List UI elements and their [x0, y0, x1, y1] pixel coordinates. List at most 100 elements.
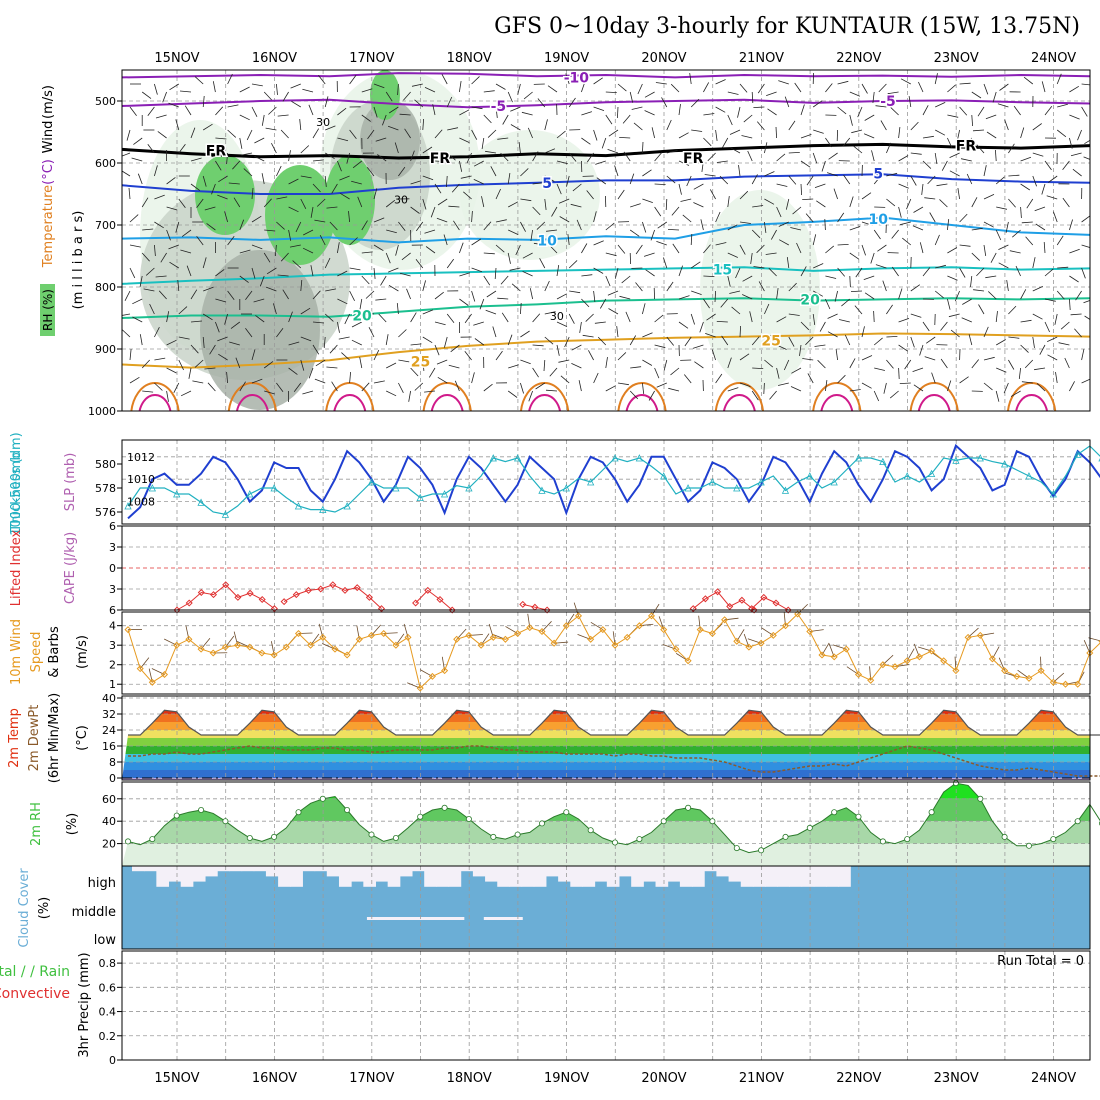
- wind-barb: [551, 206, 558, 217]
- wind-barb: [535, 382, 546, 390]
- wind-barb: [530, 229, 533, 241]
- wind-barb: [934, 73, 938, 85]
- wind-barb: [841, 298, 851, 307]
- temp-band: [122, 770, 1090, 778]
- cloud-high-gap: [765, 866, 778, 887]
- wind-barb: [1069, 219, 1073, 231]
- wind-barb: [388, 106, 399, 114]
- wind-barb: [939, 199, 948, 208]
- wind-barb: [190, 344, 199, 354]
- bottom-date-label: 17NOV: [349, 1071, 394, 1086]
- wind-barb: [544, 198, 547, 210]
- lifted-index-marker: [714, 588, 722, 596]
- wind-barb: [558, 198, 570, 204]
- wind-barb: [361, 251, 373, 254]
- rh-marker: [904, 836, 911, 843]
- rh-marker: [855, 813, 862, 820]
- wind-barb: [654, 344, 666, 349]
- wind-barb: [166, 206, 178, 211]
- wind-barb: [375, 137, 387, 142]
- wind-barb: [202, 257, 207, 269]
- wind-barb: [560, 375, 570, 384]
- wind-barb: [790, 227, 802, 231]
- wind-barb: [643, 252, 655, 257]
- rh-marker: [125, 838, 132, 845]
- wind-barb: [721, 335, 729, 346]
- wind-barb: [595, 160, 606, 165]
- isotherm-loop: [909, 382, 959, 411]
- rh-marker: [1074, 818, 1081, 825]
- wind-barb: [346, 152, 350, 164]
- wind-barb: [1041, 81, 1046, 93]
- wind-barb: [202, 123, 213, 131]
- wind-barb: [339, 192, 350, 200]
- wind-barb: [428, 367, 436, 378]
- wind-barb: [854, 305, 863, 315]
- wind-barb: [471, 238, 482, 246]
- cloud-high-gap: [716, 866, 730, 877]
- wind-speed-marker: [1001, 667, 1009, 675]
- wind-speed-marker: [355, 635, 363, 643]
- wind-barb: [422, 309, 434, 315]
- cloud-high-gap: [168, 866, 182, 882]
- wind-barb: [556, 293, 567, 300]
- wind-barb: [316, 198, 326, 207]
- wind-barb: [314, 378, 326, 384]
- wind-barb: [581, 274, 593, 277]
- wind-barb: [324, 257, 331, 269]
- wind-barb: [735, 267, 741, 279]
- top-date-label: 21NOV: [739, 51, 784, 66]
- wind-speed-marker: [879, 661, 887, 669]
- wind-barb: [691, 129, 703, 132]
- wind-barb: [704, 174, 716, 177]
- wind-barb: [715, 106, 726, 113]
- bottom-date-label: 19NOV: [544, 1071, 589, 1086]
- cloud-high-gap: [704, 866, 717, 872]
- wind10-axis-label: 10m Wind: [9, 619, 24, 685]
- rh-marker: [490, 833, 497, 840]
- wind-barb: [295, 221, 302, 233]
- wind-barb: [813, 290, 823, 297]
- wind-barb: [680, 198, 692, 202]
- wind-barb: [864, 292, 875, 300]
- wind-barb: [699, 321, 704, 333]
- rh-marker: [417, 813, 424, 820]
- wind-barb: [690, 233, 693, 246]
- wind-barb: [635, 282, 643, 292]
- thickness-marker: [392, 484, 400, 492]
- rh-axis-label: RH (%): [41, 289, 55, 331]
- wind-barb: [288, 311, 293, 323]
- temp-2m-panel: 0 8 16 24 32 40: [102, 692, 1100, 785]
- wind-barb: [1009, 250, 1021, 254]
- isotherm-loop: [625, 394, 659, 411]
- wind-barb: [861, 192, 872, 200]
- rh-marker: [879, 838, 886, 845]
- thickness-marker: [1025, 472, 1033, 480]
- wind-barb: [129, 376, 140, 384]
- top-date-label: 18NOV: [447, 51, 492, 66]
- wind-barb: [495, 106, 498, 118]
- wind-barb: [239, 137, 243, 149]
- wind-barb: [970, 275, 973, 287]
- wind-barb: [898, 183, 909, 189]
- wind-barb: [948, 313, 960, 318]
- series-dewpoint: [128, 745, 1100, 777]
- wind-barb: [344, 313, 350, 325]
- wind-barb: [473, 179, 484, 185]
- wind-barb: [593, 372, 599, 384]
- cloud-high-gap: [667, 866, 681, 882]
- rh-marker: [271, 833, 278, 840]
- wind-barb: [1091, 276, 1094, 287]
- wind-barb: [962, 298, 973, 305]
- wind-barb: [291, 100, 302, 108]
- rh-contour-label: 30: [394, 193, 408, 206]
- wind-barb: [912, 225, 924, 231]
- wind-barb: [324, 313, 334, 322]
- wind-barb: [532, 313, 541, 323]
- wind-barb: [232, 160, 241, 170]
- wind-barb: [1094, 92, 1100, 100]
- wind-barb: [361, 220, 368, 231]
- wind-barb: [382, 114, 387, 126]
- wind-barb: [414, 382, 424, 391]
- wind-barb: [227, 235, 235, 246]
